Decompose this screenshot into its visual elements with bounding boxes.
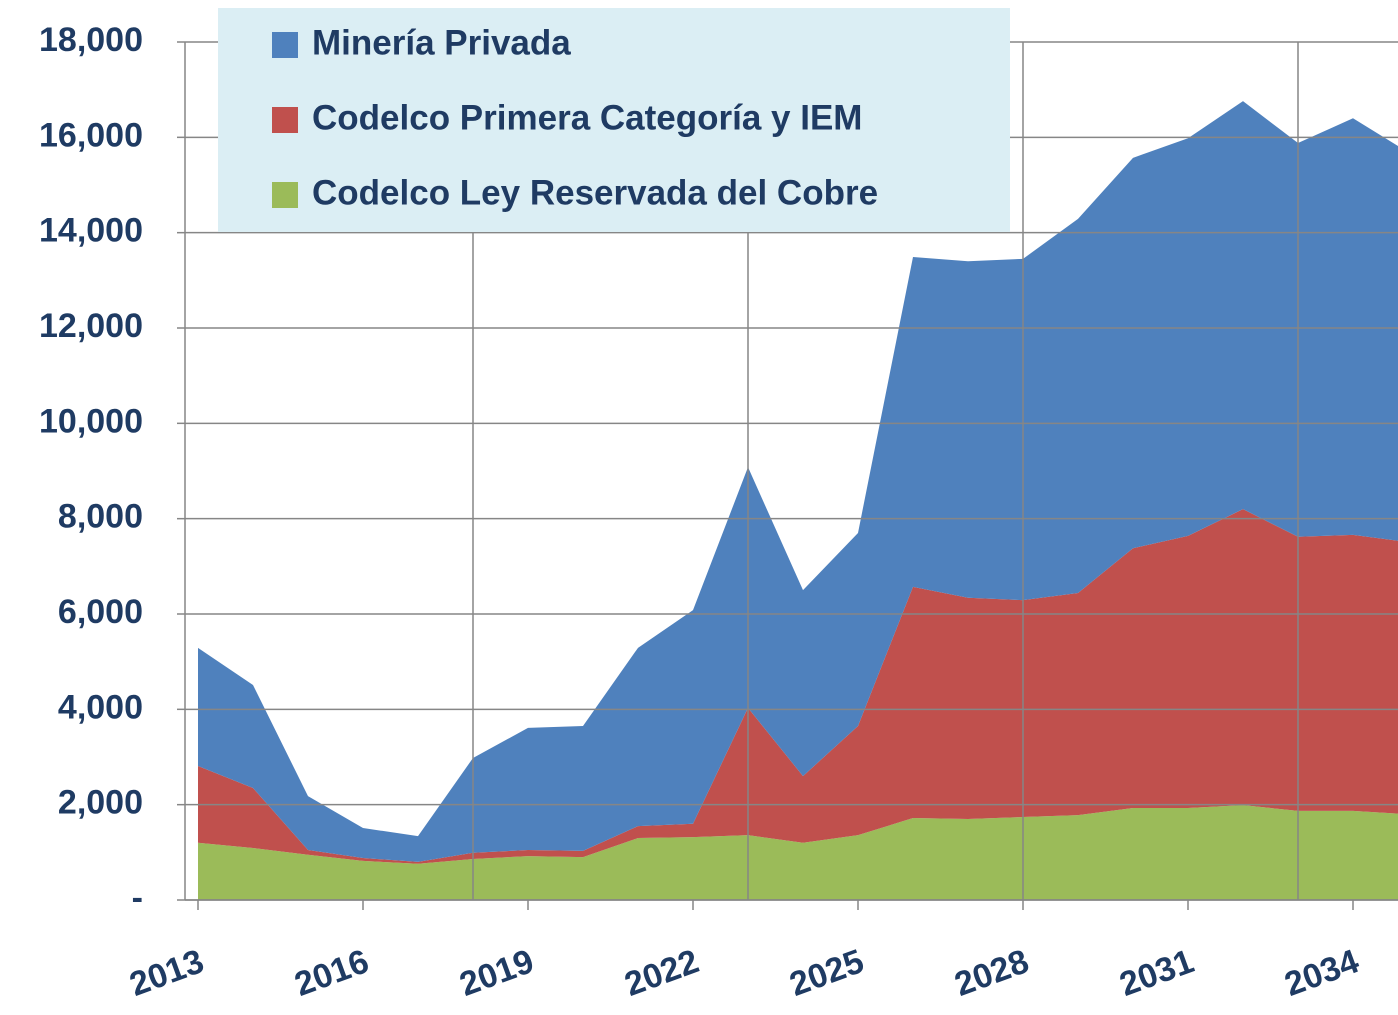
legend-label: Minería Privada	[312, 23, 571, 62]
y-tick-label: 18,000	[39, 21, 143, 59]
x-tick-label: 2031	[1115, 942, 1199, 1004]
axes: - 2,000 4,000 6,000 8,000 10,000 12,000 14,000 1…	[39, 21, 1398, 1004]
x-tick-label: 2022	[620, 942, 704, 1004]
legend-swatch	[272, 182, 298, 208]
legend: Minería Privada Codelco Primera Categoría…	[272, 23, 878, 212]
y-tick-label: 4,000	[58, 688, 143, 726]
area	[198, 509, 1398, 864]
x-tick-label: 2019	[455, 942, 539, 1004]
plot-area	[198, 101, 1398, 900]
x-tick-label: 2034	[1280, 942, 1364, 1004]
legend-swatch	[272, 32, 298, 58]
y-tick-label: 14,000	[39, 212, 143, 250]
area	[198, 805, 1398, 900]
legend-box	[218, 8, 1010, 232]
y-tick-label: 6,000	[58, 593, 143, 631]
legend-label: Codelco Ley Reservada del Cobre	[312, 173, 878, 212]
x-tick-label: 2025	[785, 942, 869, 1004]
legend-label: Codelco Primera Categoría y IEM	[312, 98, 862, 137]
y-tick-label: 2,000	[58, 784, 143, 822]
x-tick-label: 2028	[950, 942, 1034, 1004]
x-tick-label: 2013	[125, 942, 209, 1004]
legend-swatch	[272, 107, 298, 133]
y-tick-label: 10,000	[39, 402, 143, 440]
y-tick-label: 8,000	[58, 498, 143, 536]
y-tick-label: -	[132, 879, 143, 917]
area	[198, 101, 1398, 862]
x-tick-label: 2016	[290, 942, 374, 1004]
y-tick-label: 16,000	[39, 116, 143, 154]
y-tick-label: 12,000	[39, 307, 143, 345]
